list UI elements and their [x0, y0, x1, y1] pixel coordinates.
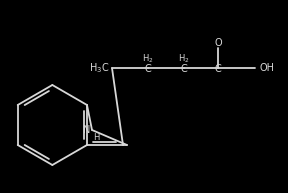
- Text: N: N: [83, 125, 90, 135]
- Text: H$_3$C: H$_3$C: [89, 61, 109, 75]
- Text: H$_2$: H$_2$: [142, 53, 154, 65]
- Text: O: O: [214, 38, 222, 48]
- Text: OH: OH: [259, 63, 274, 73]
- Text: H: H: [93, 133, 99, 141]
- Text: C: C: [215, 64, 221, 74]
- Text: C: C: [145, 64, 151, 74]
- Text: C: C: [181, 64, 187, 74]
- Text: H$_2$: H$_2$: [178, 53, 190, 65]
